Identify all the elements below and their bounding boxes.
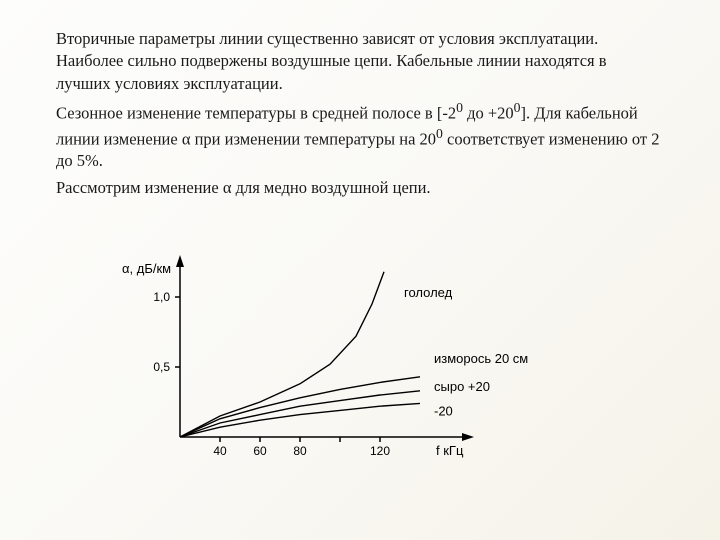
para-3: Рассмотрим изменение α для медно воздушн… bbox=[56, 177, 664, 199]
para-1: Вторичные параметры линии существенно за… bbox=[56, 28, 664, 95]
slide-container: Вторичные параметры линии существенно за… bbox=[0, 0, 720, 487]
label-c1: изморось 20 см bbox=[434, 351, 528, 366]
p2-b: до +20 bbox=[463, 103, 514, 122]
sup1: 0 bbox=[456, 100, 463, 115]
svg-text:0,5: 0,5 bbox=[153, 360, 170, 374]
sup3: 0 bbox=[436, 126, 443, 141]
svg-text:40: 40 bbox=[213, 444, 227, 458]
label-c3: -20 bbox=[434, 403, 453, 418]
chart-box: 0,5 1,0 40 60 80 120 α, дБ/км f кГц гололед измор… bbox=[100, 217, 620, 477]
svg-text:80: 80 bbox=[293, 444, 307, 458]
svg-text:60: 60 bbox=[253, 444, 267, 458]
line-chart: 0,5 1,0 40 60 80 120 α, дБ/км f кГц гололед измор… bbox=[100, 217, 620, 477]
p2-a: Сезонное изменение температуры в средней… bbox=[56, 103, 456, 122]
svg-text:1,0: 1,0 bbox=[153, 290, 170, 304]
label-c0: гололед bbox=[404, 285, 453, 300]
para-2: Сезонное изменение температуры в средней… bbox=[56, 99, 664, 173]
chart-area: 0,5 1,0 40 60 80 120 α, дБ/км f кГц гололед измор… bbox=[56, 217, 664, 477]
svg-text:f кГц: f кГц bbox=[436, 443, 464, 458]
sup2: 0 bbox=[514, 100, 521, 115]
curve-c0 bbox=[180, 272, 384, 437]
svg-text:α, дБ/км: α, дБ/км bbox=[122, 261, 171, 276]
svg-text:120: 120 bbox=[370, 444, 390, 458]
label-c2: сыро +20 bbox=[434, 379, 490, 394]
